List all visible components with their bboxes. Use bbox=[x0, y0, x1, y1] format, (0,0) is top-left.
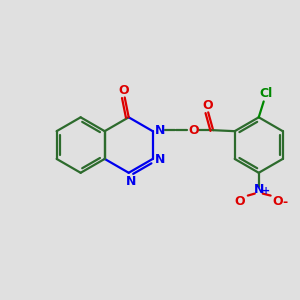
Text: O: O bbox=[272, 195, 283, 208]
Text: N: N bbox=[254, 183, 264, 196]
Text: N: N bbox=[125, 175, 136, 188]
Text: N: N bbox=[154, 124, 165, 137]
Text: O: O bbox=[235, 195, 245, 208]
Text: O: O bbox=[188, 124, 199, 137]
Text: Cl: Cl bbox=[259, 87, 272, 100]
Text: N: N bbox=[154, 153, 165, 167]
Text: +: + bbox=[262, 186, 270, 196]
Text: -: - bbox=[282, 196, 287, 209]
Text: O: O bbox=[202, 99, 212, 112]
Text: O: O bbox=[118, 84, 129, 97]
